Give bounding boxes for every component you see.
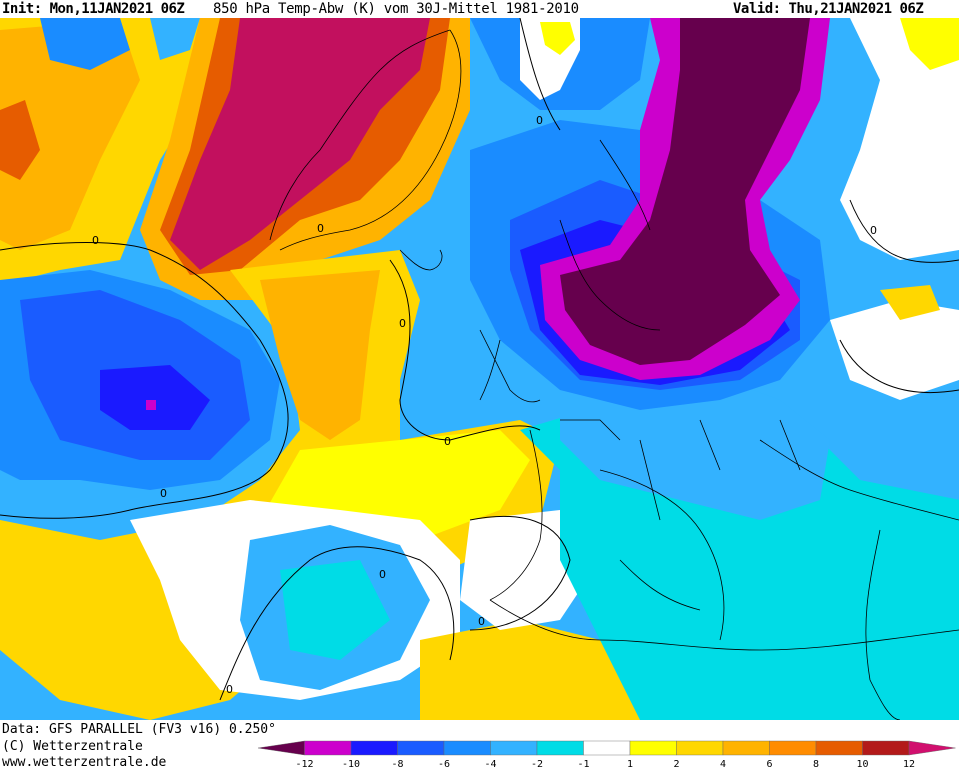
anomaly-map: 0 0 0 0 0 0 0 0 0 0 <box>0 18 959 720</box>
legend-tick-label: -8 <box>391 759 404 770</box>
north-africa-warm <box>420 620 640 720</box>
legend-tick-label: -2 <box>530 759 544 770</box>
legend-tick-label: 2 <box>673 759 680 770</box>
legend-swatch <box>769 740 817 756</box>
contour-label: 0 <box>317 222 324 235</box>
southwest-cyan <box>280 560 390 660</box>
map-header: Init: Mon,11JAN2021 06Z 850 hPa Temp-Abw… <box>0 0 959 18</box>
contour-label: 0 <box>536 114 543 127</box>
contour-labels: 0 0 0 0 0 0 0 0 0 0 <box>92 114 877 696</box>
eastern-neutral <box>830 300 959 400</box>
northeast-neutral <box>840 18 959 260</box>
legend-swatch <box>676 740 724 756</box>
legend-tick-label: 10 <box>856 759 869 770</box>
zero-contours <box>0 18 959 701</box>
legend-swatch <box>629 740 677 756</box>
legend-swatches <box>258 740 956 756</box>
contour-label: 0 <box>226 683 233 696</box>
contour-label: 0 <box>478 615 485 628</box>
newfoundland-cold-dot <box>146 400 156 410</box>
legend-swatch <box>722 740 770 756</box>
valid-time: Valid: Thu,21JAN2021 06Z <box>733 1 924 17</box>
legend-swatch <box>536 740 584 756</box>
europe-light-blue <box>560 370 830 520</box>
labrador-cool <box>40 18 130 70</box>
west-darkorange-spot <box>0 100 40 180</box>
west-orange-region <box>0 20 140 250</box>
website: www.wetterzentrale.de <box>2 755 167 770</box>
init-time: Init: Mon,11JAN2021 06Z <box>2 1 185 17</box>
greenland-crimson <box>170 18 430 270</box>
legend-swatch <box>583 740 631 756</box>
legend-swatch <box>304 740 352 756</box>
legend-tick-label: -10 <box>341 759 361 770</box>
eastern-yellow <box>880 285 940 320</box>
newfoundland-cold-inner <box>100 365 210 430</box>
copyright: (C) Wetterzentrale <box>2 739 143 754</box>
legend-tick-label: -12 <box>295 759 314 770</box>
data-source: Data: GFS PARALLEL (FV3 v16) 0.250° <box>2 722 276 737</box>
contour-label: 0 <box>399 317 406 330</box>
atlantic-orange-tongue <box>260 270 380 440</box>
contour-label: 0 <box>444 435 451 448</box>
anomaly-map-svg: 0 0 0 0 0 0 0 0 0 0 <box>0 18 959 720</box>
legend-swatch <box>490 740 538 756</box>
legend-swatch <box>258 740 305 756</box>
legend-tick-label: -6 <box>437 759 451 770</box>
legend-swatch <box>350 740 398 756</box>
legend-swatch <box>862 740 910 756</box>
legend-swatch <box>908 740 956 756</box>
legend-swatch <box>443 740 491 756</box>
map-title: 850 hPa Temp-Abw (K) vom 30J-Mittel 1981… <box>213 1 579 17</box>
legend-tick-label: 1 <box>626 759 634 770</box>
legend-tick-label: -4 <box>484 759 497 770</box>
contour-label: 0 <box>870 224 877 237</box>
contour-label: 0 <box>379 568 386 581</box>
color-legend <box>258 740 956 756</box>
legend-tick-label: -1 <box>577 759 590 770</box>
legend-tick-label: 12 <box>902 759 916 770</box>
russia-deep-purple <box>560 18 810 365</box>
legend-swatch <box>397 740 445 756</box>
contour-label: 0 <box>92 234 99 247</box>
svalbard-yellow <box>540 22 575 55</box>
labrador-cool-2 <box>150 18 200 60</box>
coastlines <box>269 29 959 720</box>
legend-tick-label: 8 <box>812 759 820 770</box>
legend-tick-label: 6 <box>766 759 773 770</box>
legend-swatch <box>815 740 863 756</box>
contour-label: 0 <box>160 487 167 500</box>
legend-tick-label: 4 <box>719 759 727 770</box>
northeast-yellow <box>900 18 959 70</box>
